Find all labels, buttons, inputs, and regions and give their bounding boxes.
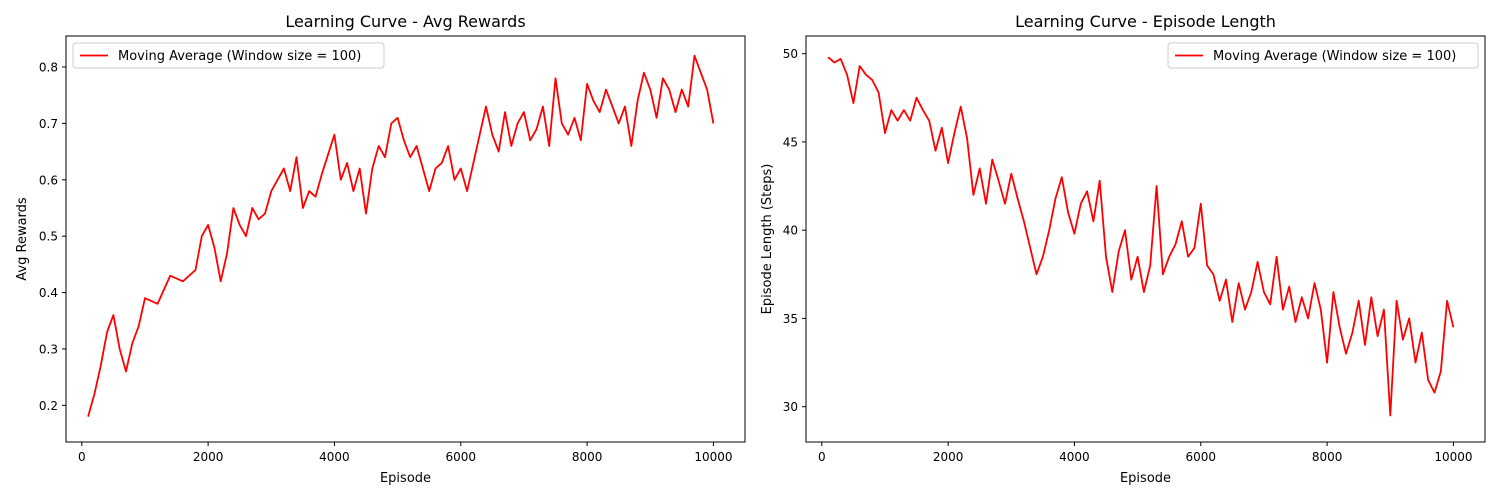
y-tick-label: 0.8 xyxy=(39,61,58,75)
x-tick-label: 0 xyxy=(818,450,826,464)
x-tick-label: 10000 xyxy=(694,450,732,464)
legend-box xyxy=(72,42,385,69)
y-axis: 0.2 0.3 0.4 0.5 0.6 0.7 0.8 xyxy=(39,61,66,413)
series-line xyxy=(87,54,715,417)
series-line xyxy=(827,56,1455,417)
y-tick-label: 0.7 xyxy=(39,117,58,131)
chart-title: Learning Curve - Episode Length xyxy=(1015,12,1276,31)
y-tick-label: 0.6 xyxy=(39,173,58,187)
x-tick-label: 8000 xyxy=(572,450,603,464)
chart-episode-length: Learning Curve - Episode Length 0 2000 400… xyxy=(760,12,1486,486)
y-axis-label: Episode Length (Steps) xyxy=(760,164,775,315)
x-tick-label: 0 xyxy=(78,450,86,464)
x-axis-label: Episode xyxy=(1120,471,1171,486)
x-tick-label: 6000 xyxy=(1185,450,1216,464)
plot-area xyxy=(806,36,1485,442)
legend-label: Moving Average (Window size = 100) xyxy=(118,49,361,64)
legend: Moving Average (Window size = 100) xyxy=(1167,42,1479,69)
y-tick-label: 45 xyxy=(783,135,798,149)
x-tick-label: 4000 xyxy=(319,450,350,464)
x-tick-label: 6000 xyxy=(445,450,476,464)
series-line-group xyxy=(827,56,1455,417)
y-tick-label: 30 xyxy=(783,400,798,414)
axes-frame xyxy=(805,35,1486,443)
x-tick-label: 8000 xyxy=(1312,450,1343,464)
y-tick-label: 40 xyxy=(783,224,798,238)
x-tick-label: 2000 xyxy=(933,450,964,464)
x-tick-label: 10000 xyxy=(1434,450,1472,464)
chart-title: Learning Curve - Avg Rewards xyxy=(285,12,525,31)
y-tick-label: 0.3 xyxy=(39,342,58,356)
axes-frame xyxy=(65,35,746,443)
legend-label: Moving Average (Window size = 100) xyxy=(1213,49,1456,64)
legend-box xyxy=(1167,42,1479,69)
x-tick-label: 4000 xyxy=(1059,450,1090,464)
series-line-group xyxy=(87,54,715,417)
plot-area xyxy=(66,36,745,442)
x-tick-label: 2000 xyxy=(193,450,224,464)
y-tick-label: 35 xyxy=(783,312,798,326)
y-axis-label: Avg Rewards xyxy=(15,197,30,281)
y-axis: 30 35 40 45 50 xyxy=(783,47,806,414)
y-tick-label: 50 xyxy=(783,47,798,61)
x-axis: 0 2000 4000 6000 8000 10000 xyxy=(818,442,1473,464)
y-tick-label: 0.5 xyxy=(39,230,58,244)
x-axis-label: Episode xyxy=(380,471,431,486)
legend: Moving Average (Window size = 100) xyxy=(72,42,385,69)
y-tick-label: 0.2 xyxy=(39,399,58,413)
y-tick-label: 0.4 xyxy=(39,286,58,300)
x-axis: 0 2000 4000 6000 8000 10000 xyxy=(78,442,733,464)
chart-avg-rewards: Learning Curve - Avg Rewards 0 2000 4000 60… xyxy=(15,12,746,486)
